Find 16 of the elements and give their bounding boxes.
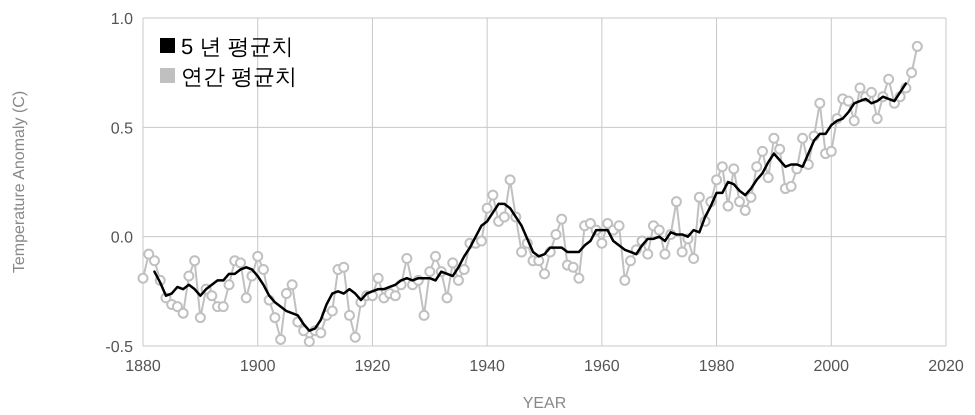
x-tick-label: 1920 (354, 358, 390, 375)
y-tick-label: -0.5 (105, 339, 134, 356)
x-tick-label: 1940 (469, 358, 506, 375)
y-tick-label: 1.0 (110, 11, 134, 28)
x-tick-label: 1880 (125, 358, 161, 375)
x-tick-label: 2020 (928, 358, 964, 375)
x-tick-label: 1980 (698, 358, 734, 375)
x-tick-label: 1900 (240, 358, 276, 375)
y-tick-label: 0.0 (110, 230, 134, 247)
x-tick-label: 1960 (584, 358, 620, 375)
x-tick-label: 2000 (813, 358, 850, 375)
y-axis-title: Temperature Anomaly (C) (11, 90, 28, 274)
x-axis-title: YEAR (522, 395, 566, 412)
y-tick-label: 0.5 (110, 120, 134, 138)
legend-label: 5 년 평균치 (181, 34, 294, 59)
legend-label: 연간 평균치 (181, 64, 298, 89)
